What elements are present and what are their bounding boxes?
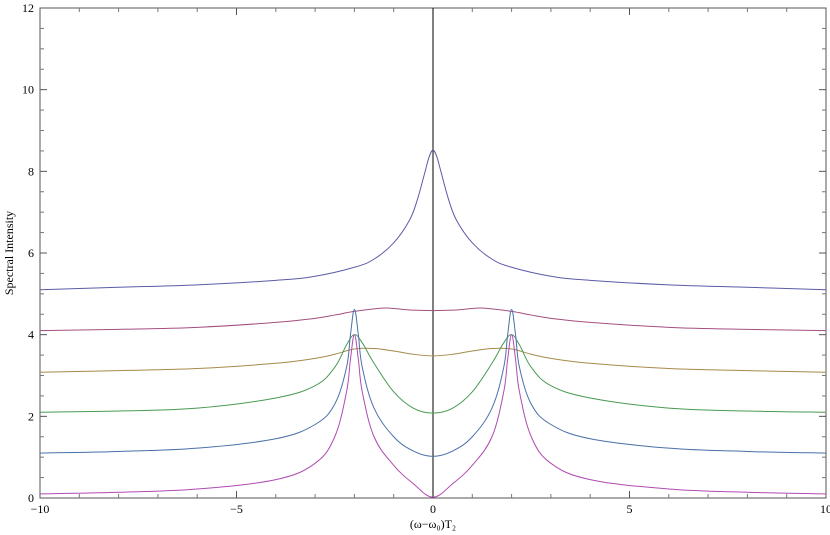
- y-tick-label: 12: [22, 1, 34, 15]
- series-line-2: [39, 307, 827, 332]
- y-tick-label: 2: [28, 409, 34, 423]
- series-lines: [39, 149, 827, 498]
- series-line-3: [39, 347, 827, 373]
- y-tick-label: 0: [28, 491, 34, 505]
- axis-tick-labels: −10 −5 0 5 10 0 2 4 6 8 10 12: [22, 1, 830, 516]
- y-tick-label: 6: [28, 246, 34, 260]
- x-axis-title: (ω−ω₀)T₂: [410, 517, 456, 531]
- y-tick-label: 4: [28, 328, 34, 342]
- series-line-4: [39, 334, 827, 414]
- x-tick-label: 10: [820, 502, 830, 516]
- series-line-6: [39, 334, 827, 498]
- axis-ticks: [39, 7, 827, 499]
- series-line-1: [39, 149, 827, 291]
- x-tick-label: −10: [31, 502, 50, 516]
- x-tick-label: −5: [230, 502, 243, 516]
- y-tick-label: 8: [28, 164, 34, 178]
- series-line-5: [39, 308, 827, 457]
- x-tick-label: 5: [627, 502, 633, 516]
- x-tick-label: 0: [430, 502, 436, 516]
- y-axis-title: Spectral Intensity: [2, 211, 16, 295]
- y-tick-label: 10: [22, 83, 34, 97]
